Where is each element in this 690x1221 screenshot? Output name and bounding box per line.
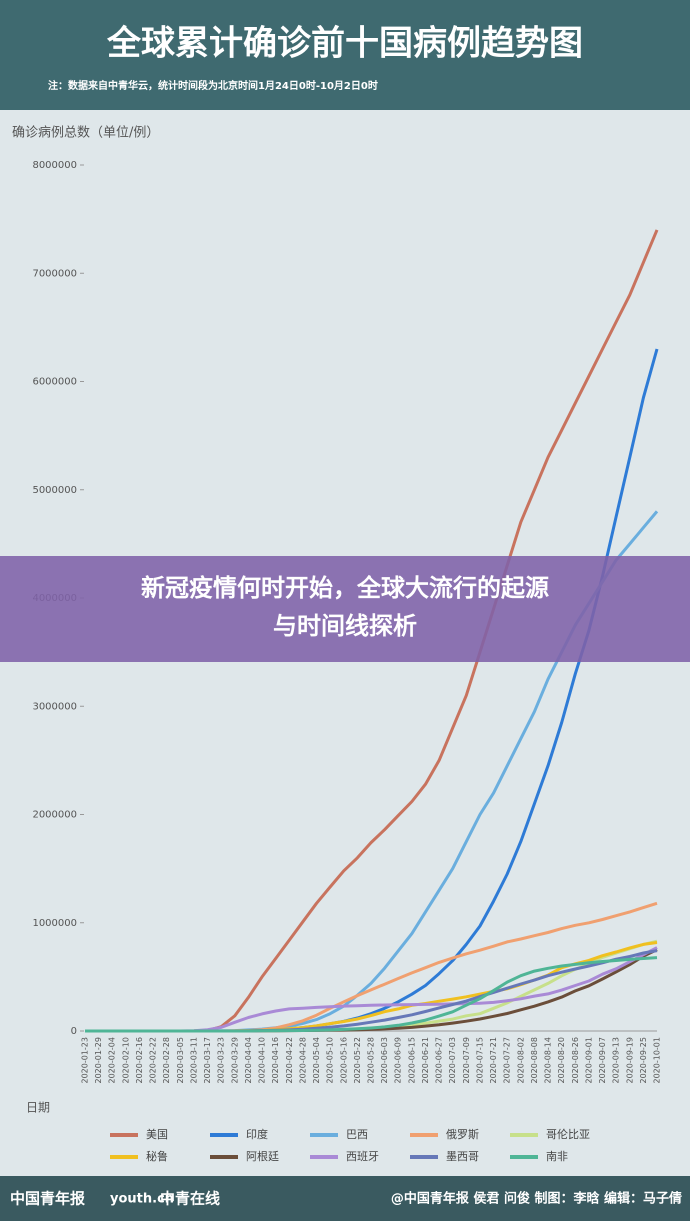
- legend-label: 俄罗斯: [446, 1128, 479, 1141]
- x-tick-label: 2020-09-25: [639, 1037, 648, 1084]
- x-tick-label: 2020-04-04: [244, 1037, 253, 1084]
- chart-title: 全球累计确诊前十国病例趋势图: [106, 24, 583, 64]
- x-tick-label: 2020-09-13: [612, 1037, 621, 1084]
- footer-logo: youth.cn: [110, 1192, 174, 1207]
- legend-label: 秘鲁: [146, 1149, 168, 1163]
- x-tick-label: 2020-09-01: [584, 1037, 593, 1084]
- y-axis-label: 确诊病例总数（单位/例）: [12, 126, 159, 141]
- x-tick-label: 2020-08-08: [530, 1037, 539, 1084]
- x-tick-label: 2020-07-15: [475, 1037, 484, 1084]
- legend-label: 哥伦比亚: [546, 1127, 590, 1141]
- footer-logo: 中国青年报: [10, 1190, 85, 1208]
- y-tick-label: 6000000: [32, 377, 77, 388]
- x-tick-label: 2020-07-09: [462, 1037, 471, 1084]
- x-tick-label: 2020-04-10: [258, 1037, 267, 1084]
- x-tick-label: 2020-07-03: [448, 1037, 457, 1084]
- x-tick-label: 2020-06-21: [421, 1037, 430, 1084]
- x-tick-label: 2020-06-03: [380, 1037, 389, 1084]
- series-line: [85, 956, 658, 1033]
- x-tick-label: 2020-03-17: [203, 1037, 212, 1084]
- legend-label: 墨西哥: [446, 1150, 479, 1163]
- footer-logo: 中青在线: [160, 1190, 220, 1208]
- y-tick-label: 2000000: [32, 810, 77, 821]
- x-tick-label: 2020-01-29: [94, 1037, 103, 1084]
- x-tick-label: 2020-05-04: [312, 1037, 321, 1084]
- y-tick-label: 5000000: [32, 485, 77, 496]
- y-tick-label: 0: [71, 1026, 77, 1037]
- x-tick-label: 2020-03-11: [189, 1037, 198, 1084]
- x-tick-label: 2020-02-22: [149, 1037, 158, 1084]
- x-tick-label: 2020-03-23: [217, 1037, 226, 1084]
- x-tick-label: 2020-02-04: [108, 1037, 117, 1084]
- x-tick-label: 2020-09-19: [625, 1037, 634, 1084]
- footer: [0, 1176, 690, 1221]
- x-tick-label: 2020-02-28: [162, 1037, 171, 1084]
- x-tick-label: 2020-08-20: [557, 1037, 566, 1084]
- legend-label: 巴西: [346, 1128, 368, 1141]
- x-tick-label: 2020-08-26: [571, 1037, 580, 1084]
- legend-label: 美国: [146, 1128, 168, 1141]
- x-tick-label: 2020-06-27: [435, 1037, 444, 1084]
- x-tick-label: 2020-03-29: [230, 1037, 239, 1084]
- legend-label: 南非: [546, 1150, 568, 1163]
- x-tick-label: 2020-06-09: [394, 1037, 403, 1084]
- x-tick-label: 2020-05-28: [367, 1037, 376, 1084]
- x-tick-label: 2020-06-15: [407, 1037, 416, 1084]
- x-tick-label: 2020-05-16: [339, 1037, 348, 1084]
- x-tick-label: 2020-07-21: [489, 1037, 498, 1084]
- x-tick-label: 2020-05-10: [326, 1037, 335, 1084]
- legend-label: 西班牙: [346, 1150, 379, 1163]
- chart-subtitle: 注：数据来自中青华云，统计时间段为北京时间1月24日0时-10月2日0时: [48, 79, 378, 92]
- x-tick-label: 2020-04-28: [298, 1037, 307, 1084]
- header: [0, 0, 690, 110]
- x-tick-label: 2020-09-07: [598, 1037, 607, 1084]
- x-tick-label: 2020-03-05: [176, 1037, 185, 1084]
- x-tick-label: 2020-01-23: [81, 1037, 90, 1084]
- x-tick-label: 2020-02-16: [135, 1037, 144, 1084]
- legend-label: 印度: [246, 1127, 268, 1141]
- x-tick-label: 2020-02-10: [121, 1037, 130, 1084]
- x-tick-label: 2020-04-22: [285, 1037, 294, 1084]
- y-tick-label: 7000000: [32, 268, 77, 279]
- y-tick-label: 8000000: [32, 160, 77, 171]
- x-tick-label: 2020-07-27: [503, 1037, 512, 1084]
- x-tick-label: 2020-08-14: [544, 1037, 553, 1084]
- banner-title: 与时间线探析: [273, 612, 417, 640]
- y-tick-label: 3000000: [32, 701, 77, 712]
- legend-label: 阿根廷: [246, 1149, 279, 1163]
- x-tick-label: 2020-05-22: [353, 1037, 362, 1084]
- footer-credit: @中国青年报 侯君 问俊 制图：李晗 编辑：马子倩: [391, 1191, 682, 1207]
- banner: [0, 556, 690, 662]
- x-axis-label: 日期: [26, 1101, 50, 1115]
- x-tick-label: 2020-10-01: [653, 1037, 662, 1084]
- banner-title: 新冠疫情何时开始，全球大流行的起源: [141, 574, 549, 602]
- x-tick-label: 2020-08-02: [516, 1037, 525, 1084]
- y-tick-label: 1000000: [32, 918, 77, 929]
- x-tick-label: 2020-04-16: [271, 1037, 280, 1084]
